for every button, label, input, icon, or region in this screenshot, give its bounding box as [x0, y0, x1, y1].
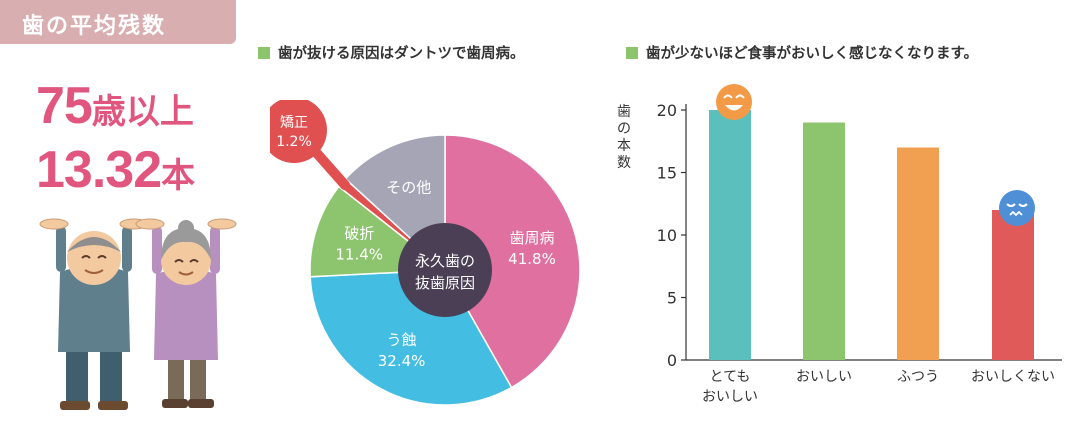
pie-slice-0: [444, 134, 581, 389]
x-tick-label-0: おいしい: [702, 389, 758, 405]
x-tick-label-3: おいしくない: [971, 369, 1055, 385]
elderly-woman-illustration: [135, 218, 237, 408]
y-axis-label-char: 本: [617, 138, 631, 154]
y-tick-label: 5: [667, 289, 677, 308]
pie-heading: 歯が抜ける原因はダントツで歯周病。: [258, 42, 525, 63]
pie-value-label-0: 41.8%: [508, 250, 556, 268]
age-stat: 75歳以上: [36, 76, 194, 136]
x-tick-label-2: ふつう: [897, 369, 939, 385]
y-axis-label-char: の: [617, 121, 631, 137]
age-number: 75: [36, 77, 93, 135]
y-tick-label: 10: [657, 226, 677, 245]
bar-1: [803, 122, 845, 360]
tooth-count-stat: 13.32本: [36, 140, 195, 200]
pie-value-label-3: 1.2%: [276, 134, 312, 150]
pie-label-1: う蝕: [387, 331, 417, 349]
y-axis-label-char: 歯: [617, 104, 631, 120]
bar-heading: 歯が少ないほど食事がおいしく感じなくなります。: [626, 42, 978, 63]
heading-bullet-icon: [626, 47, 638, 59]
bar-2: [897, 147, 939, 360]
pie-label-4: その他: [386, 179, 431, 197]
elderly-couple-illustration: [39, 218, 237, 410]
sad-face-icon: [999, 190, 1035, 226]
happy-face-icon: [716, 84, 752, 120]
pie-center-circle: [398, 223, 492, 317]
y-tick-label: 0: [667, 351, 677, 370]
pie-value-label-2: 11.4%: [335, 246, 383, 264]
x-tick-label-1: おいしい: [796, 369, 852, 385]
age-suffix: 歳以上: [91, 92, 194, 132]
pie-callout-tail: [309, 145, 351, 191]
pie-label-3: 矯正: [280, 115, 308, 131]
tooth-count-unit: 本: [161, 156, 196, 196]
pie-center-label-line1: 永久歯の: [415, 252, 475, 270]
pie-label-2: 破折: [344, 225, 374, 243]
heading-bullet-icon: [258, 47, 270, 59]
bar-3: [992, 210, 1034, 360]
y-tick-label: 20: [657, 101, 677, 120]
tooth-count-number: 13.32: [36, 141, 162, 199]
page-title: 歯の平均残数: [0, 0, 236, 44]
y-axis-label-char: 数: [617, 155, 631, 171]
pie-value-label-1: 32.4%: [378, 352, 426, 370]
elderly-man-illustration: [39, 218, 149, 410]
tooth-loss-cause-pie-chart: 歯周病 41.8% う蝕 32.4% 破折 11.4% その他 矯正 1.2% 永久歯の 抜歯…: [270, 100, 581, 406]
x-tick-label-0: とても: [710, 369, 751, 385]
y-tick-label: 15: [657, 164, 677, 183]
pie-label-0: 歯周病: [509, 229, 554, 247]
pie-callout-bubble: [270, 100, 327, 163]
pie-center-label-line2: 抜歯原因: [415, 274, 475, 292]
bar-heading-text: 歯が少ないほど食事がおいしく感じなくなります。: [646, 46, 979, 62]
pie-heading-text: 歯が抜ける原因はダントツで歯周病。: [278, 46, 525, 62]
bar-0: [709, 110, 751, 360]
